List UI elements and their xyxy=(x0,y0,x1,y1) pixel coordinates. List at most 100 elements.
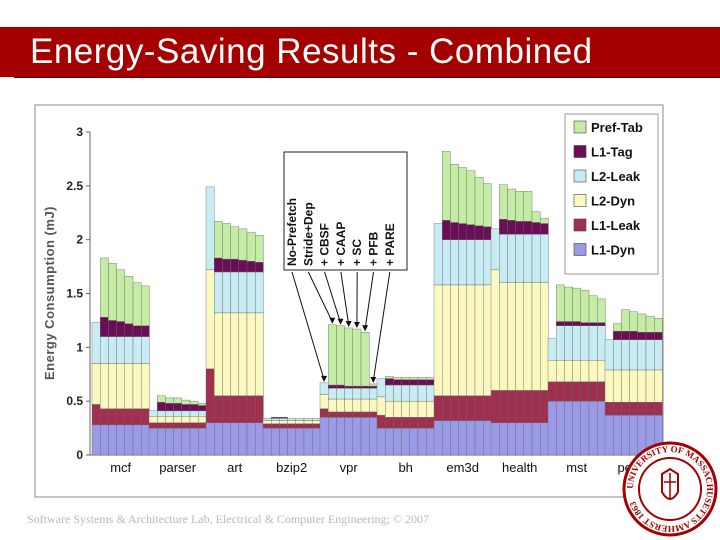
bar-segment xyxy=(148,427,158,456)
bar-segment xyxy=(483,420,492,456)
bar-segment xyxy=(287,423,297,429)
bar-segment xyxy=(124,323,134,337)
bar-segment xyxy=(540,234,549,283)
bar-segment xyxy=(540,422,549,456)
bar-segment xyxy=(515,221,524,235)
bar-segment xyxy=(499,219,508,235)
bar-segment xyxy=(254,422,264,456)
bar-segment xyxy=(531,211,541,223)
bar-segment xyxy=(523,234,533,283)
bar-segment xyxy=(490,269,500,391)
bar-segment xyxy=(385,417,394,429)
bar-segment xyxy=(597,360,606,382)
bar-segment xyxy=(604,402,614,416)
bar-segment xyxy=(222,312,231,396)
bar-segment xyxy=(140,336,150,364)
bar-segment xyxy=(140,363,150,409)
bar-segment xyxy=(466,284,476,396)
bar-segment xyxy=(556,321,565,327)
university-seal: UNIVERSITY OF MASSACHUSETTS AMHERST 1863 xyxy=(622,441,718,537)
bar-segment xyxy=(588,400,598,456)
bar-segment xyxy=(344,327,354,387)
bar-segment xyxy=(173,427,183,456)
bar-segment xyxy=(483,239,492,286)
bar-segment xyxy=(409,384,419,402)
bar-segment xyxy=(564,381,573,402)
bar-segment xyxy=(564,360,573,382)
bar-segment xyxy=(116,321,125,337)
y-tick-label: 1.5 xyxy=(66,287,83,301)
bar-segment xyxy=(466,170,476,225)
bar-segment xyxy=(189,410,199,417)
bar-segment xyxy=(450,164,459,223)
bar-segment xyxy=(328,417,337,456)
bar-segment xyxy=(637,339,647,371)
config-label: + CAAP xyxy=(334,222,348,266)
bar-segment xyxy=(450,395,459,421)
bar-segment xyxy=(189,404,199,412)
config-label: No-Prefetch xyxy=(285,198,299,266)
bar-segment xyxy=(344,388,354,400)
bar-segment xyxy=(132,424,142,456)
legend-swatch xyxy=(573,243,587,256)
bar-segment xyxy=(336,398,345,413)
bar-segment xyxy=(433,223,443,286)
bar-segment xyxy=(173,410,183,417)
config-label: + PARE xyxy=(383,223,397,266)
bar-segment xyxy=(369,417,378,456)
bar-segment xyxy=(213,257,223,273)
bar-segment xyxy=(556,284,565,322)
bar-segment xyxy=(433,420,443,456)
bar-segment xyxy=(360,332,370,387)
bar-segment xyxy=(450,284,459,396)
y-tick-label: 3 xyxy=(76,125,83,139)
bar-segment xyxy=(588,360,598,382)
bar-segment xyxy=(426,427,435,456)
config-label: + PFB xyxy=(367,231,381,266)
bar-segment xyxy=(156,395,166,403)
x-category-label: mcf xyxy=(110,460,131,475)
legend-swatch xyxy=(573,218,587,232)
bar-segment xyxy=(108,263,117,321)
chart-axes: 0 0.5 1 1.5 2 2.5 3 Energy Consumption (mJ) xyxy=(42,125,660,462)
bar-segment xyxy=(197,410,207,417)
chart-bars: mcfparserartbzip2vprbhem3dhealthmstperim xyxy=(91,151,663,475)
bar-segment xyxy=(312,420,321,424)
x-category-label: bh xyxy=(398,460,412,475)
bar-segment xyxy=(621,309,630,332)
bar-segment xyxy=(564,286,573,322)
bar-segment xyxy=(262,423,272,429)
bar-segment xyxy=(319,394,329,409)
bar-segment xyxy=(148,410,158,417)
bar-segment xyxy=(205,269,215,370)
legend-label: L1-Tag xyxy=(591,145,633,160)
bar-segment xyxy=(213,271,223,314)
chart-legend: Pref-Tab L1-Tag L2-Leak L2-Dyn L1-Leak L1-Dyn xyxy=(564,113,659,275)
bar-segment xyxy=(238,228,248,261)
bar-segment xyxy=(466,395,476,421)
bar-segment xyxy=(205,368,215,423)
bar-segment xyxy=(132,282,142,327)
bar-segment xyxy=(393,384,402,402)
bar-segment xyxy=(523,221,533,235)
bar-segment xyxy=(499,184,508,220)
bar-segment xyxy=(312,427,321,456)
legend-swatch xyxy=(573,194,587,207)
bar-segment xyxy=(572,381,581,402)
bar-segment xyxy=(385,400,394,418)
x-category-label: em3d xyxy=(446,460,479,475)
bar-segment xyxy=(426,417,435,429)
bar-segment xyxy=(613,339,622,371)
bar-segment xyxy=(328,324,337,386)
bar-segment xyxy=(295,427,305,456)
bar-segment xyxy=(613,323,622,332)
bar-segment xyxy=(401,377,411,380)
bar-segment xyxy=(442,239,451,286)
bar-segment xyxy=(588,381,598,402)
bar-segment xyxy=(499,234,508,283)
bar-segment xyxy=(572,400,581,456)
bar-segment xyxy=(352,385,362,389)
bar-segment xyxy=(580,400,590,456)
bar-segment xyxy=(490,390,500,423)
